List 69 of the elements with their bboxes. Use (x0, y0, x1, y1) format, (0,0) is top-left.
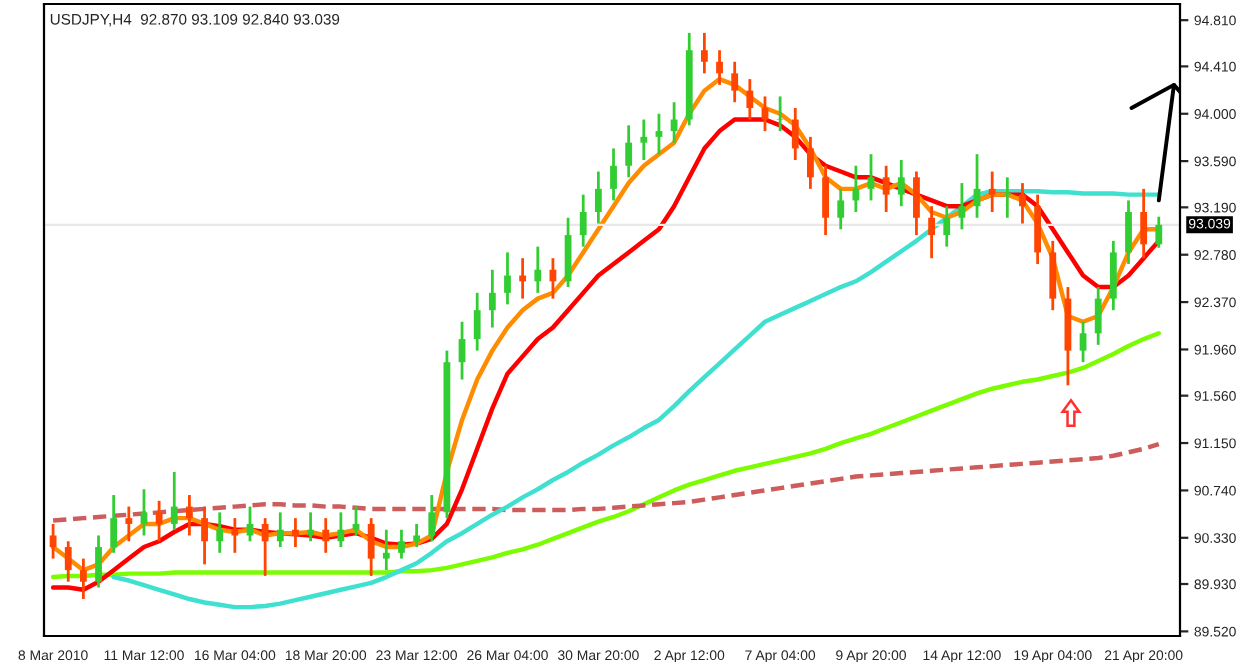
candlestick (216, 510, 224, 555)
candlestick (1049, 239, 1057, 312)
candlestick (746, 77, 754, 121)
candlestick (186, 493, 193, 537)
candlestick (428, 493, 436, 543)
candlestick (307, 510, 314, 543)
line-series (50, 441, 1162, 523)
candlestick (276, 510, 284, 549)
candlestick (140, 487, 148, 537)
candlestick (670, 100, 678, 145)
candlestick (170, 470, 178, 532)
candlestick (655, 112, 663, 156)
candlestick (1079, 320, 1087, 364)
candlestick (367, 516, 375, 578)
candlestick (231, 516, 239, 555)
candlestick (352, 505, 360, 537)
candlestick (155, 499, 163, 543)
candlestick (79, 557, 87, 601)
candlestick (928, 204, 935, 260)
candlestick (519, 256, 527, 301)
candlestick (1155, 215, 1163, 250)
candlestick (837, 187, 845, 231)
candlestick (1140, 187, 1148, 260)
candlestick (761, 95, 769, 133)
candlestick (988, 170, 996, 214)
candlestick (504, 251, 511, 306)
line-series (50, 331, 1162, 580)
candlestick (64, 539, 72, 584)
candlestick (488, 268, 496, 329)
candlestick (640, 118, 648, 162)
candlestick (49, 522, 57, 560)
candlestick (943, 204, 951, 249)
candlestick (1094, 285, 1102, 347)
candlestick (382, 528, 390, 572)
candlestick (95, 534, 102, 589)
candlestick (897, 158, 905, 208)
candlestick (473, 291, 481, 353)
candlestick (822, 164, 829, 237)
candlestick (322, 516, 330, 555)
line-series (111, 188, 1162, 610)
candlestick (716, 48, 723, 87)
candlestick (1034, 193, 1042, 266)
candlestick (125, 505, 133, 543)
candlestick (913, 170, 920, 237)
candlestick (610, 147, 617, 202)
candlestick (700, 31, 708, 75)
candlestick (1109, 239, 1117, 312)
candlestick (292, 516, 299, 549)
candlestick (1019, 181, 1026, 225)
candlestick (1125, 199, 1132, 266)
candlestick (625, 123, 633, 179)
candlestick (791, 106, 799, 162)
candlestick (882, 164, 890, 214)
candlestick (594, 170, 602, 225)
candlestick (201, 505, 208, 566)
candlestick (110, 493, 118, 555)
candlestick (1003, 175, 1011, 220)
candlestick (731, 60, 739, 104)
candlestick (579, 193, 587, 249)
candlestick (398, 528, 405, 560)
candlestick (413, 522, 421, 549)
candlestick (261, 516, 269, 578)
candlestick (852, 164, 860, 214)
candlestick (867, 152, 875, 202)
candlestick (958, 181, 966, 231)
candlestick (534, 245, 542, 295)
candlestick (776, 95, 784, 133)
candlestick (807, 135, 814, 191)
candlestick (337, 510, 345, 549)
